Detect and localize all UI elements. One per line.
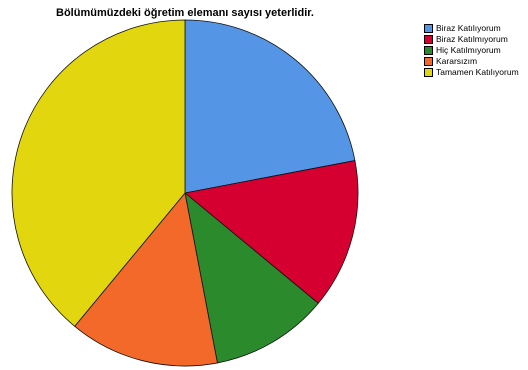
pie-slice-biraz-katiliyorum	[184, 19, 356, 194]
chart-legend: Biraz Katılıyorum Biraz Katılmıyorum Hiç K…	[424, 23, 519, 78]
pie-slice-hic-katilmiyorum	[184, 191, 319, 364]
legend-swatch	[424, 45, 433, 55]
legend-label: Biraz Katılıyorum	[436, 23, 501, 33]
legend-item: Kararsızım	[424, 56, 519, 66]
pie-slice-biraz-katilmiyorum	[184, 160, 359, 304]
legend-label: Kararsızım	[436, 56, 478, 66]
legend-item: Biraz Katılmıyorum	[424, 34, 519, 44]
legend-item: Hiç Katılmıyorum	[424, 45, 519, 55]
legend-swatch	[424, 34, 433, 44]
pie-slice-kararsizim	[74, 192, 218, 367]
legend-item: Biraz Katılıyorum	[424, 23, 519, 33]
legend-swatch	[424, 56, 433, 66]
legend-label: Hiç Katılmıyorum	[436, 45, 501, 55]
chart-title: Bölümümüzdeki öğretim elemanı sayısı yet…	[56, 7, 314, 19]
pie-slice-tamamen-katiliyorum	[11, 19, 186, 327]
legend-swatch	[424, 23, 433, 33]
legend-label: Biraz Katılmıyorum	[436, 34, 508, 44]
legend-item: Tamamen Katılıyorum	[424, 67, 519, 77]
legend-swatch	[424, 67, 433, 77]
legend-label: Tamamen Katılıyorum	[436, 67, 519, 77]
